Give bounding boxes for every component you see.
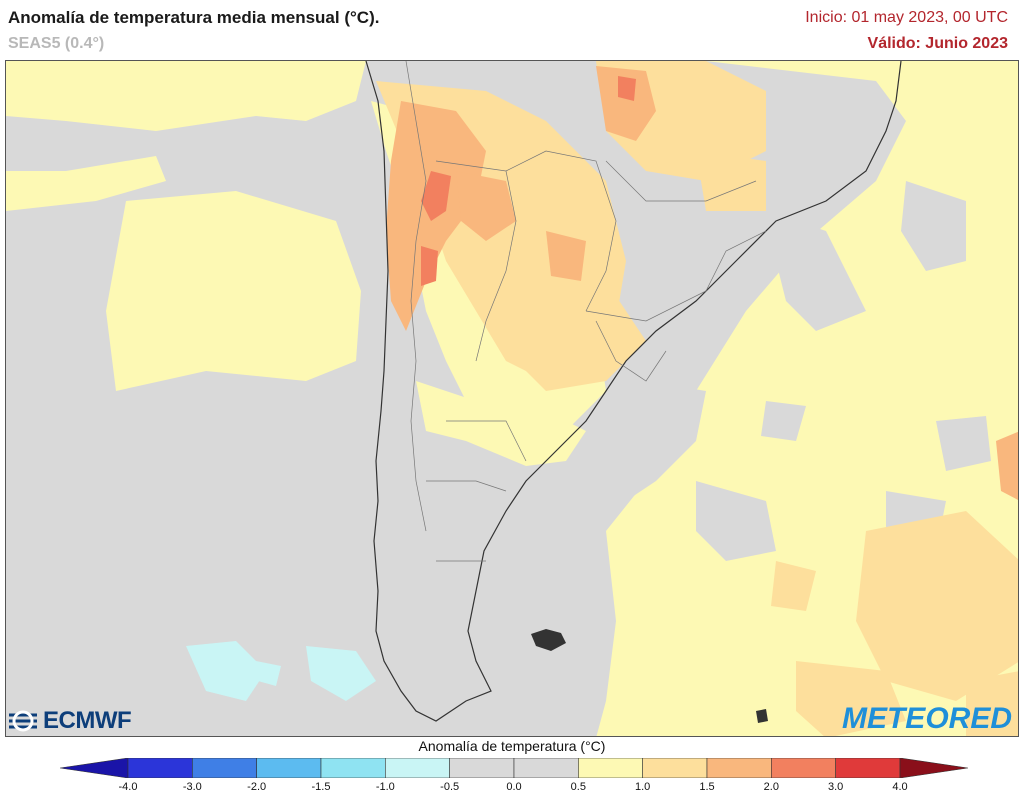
ecmwf-logo: ECMWF xyxy=(6,706,132,736)
islands xyxy=(531,629,768,723)
colorbar-tick-label: -1.5 xyxy=(311,781,331,793)
colorbar-segment xyxy=(127,758,193,778)
colorbar-tick-label: 1.0 xyxy=(635,781,651,793)
colorbar-tick-label: -0.5 xyxy=(440,781,460,793)
colorbar-segment xyxy=(771,758,836,778)
anomaly-2-0-region xyxy=(421,76,636,286)
colorbar-segment xyxy=(642,758,708,778)
anomaly-neg-0-5-region xyxy=(186,641,376,701)
legend-title: Anomalía de temperatura (°C) xyxy=(418,738,606,754)
colorbar-tick-label: -1.0 xyxy=(375,781,395,793)
coastline xyxy=(365,61,902,722)
colorbar-segment xyxy=(835,758,901,778)
colorbar-tick-label: 3.0 xyxy=(828,781,844,793)
colorbar-segment xyxy=(256,758,322,778)
colorbar-tick-label: 0.5 xyxy=(570,781,586,793)
anomaly-map xyxy=(5,60,1019,737)
meteored-logo: METEORED xyxy=(841,702,1012,735)
colorbar-tick-label: 2.0 xyxy=(763,781,779,793)
valid-period: Válido: Junio 2023 xyxy=(867,35,1008,52)
map-title: Anomalía de temperatura media mensual (°… xyxy=(8,8,380,27)
colorbar-segment xyxy=(513,758,579,778)
colorbar xyxy=(60,758,968,778)
colorbar-ticks: -4.0 -3.0 -2.0 -1.5 -1.0 -0.5 0.0 0.5 1.0 1.5 2.0 3… xyxy=(0,781,1024,797)
colorbar-tick-label: 1.5 xyxy=(699,781,715,793)
colorbar-segment xyxy=(706,758,772,778)
colorbar-tick-label: 4.0 xyxy=(892,781,908,793)
header: Anomalía de temperatura media mensual (°… xyxy=(0,0,1024,60)
colorbar-tick-label: -3.0 xyxy=(182,781,202,793)
borders xyxy=(405,61,767,562)
colorbar-segment xyxy=(578,758,643,778)
colorbar-segment xyxy=(385,758,450,778)
colorbar-high-end xyxy=(899,758,968,778)
colorbar-tick-label: -4.0 xyxy=(118,781,138,793)
init-date: Inicio: 01 may 2023, 00 UTC xyxy=(805,9,1008,26)
model-subtitle: SEAS5 (0.4°) xyxy=(8,35,105,52)
colorbar-segment xyxy=(320,758,386,778)
map-canvas xyxy=(6,61,1018,736)
colorbar-segment xyxy=(449,758,515,778)
colorbar-tick-label: -2.0 xyxy=(247,781,267,793)
colorbar-segment xyxy=(192,758,257,778)
colorbar-low-end xyxy=(60,758,129,778)
colorbar-tick-label: 0.0 xyxy=(506,781,522,793)
ecmwf-mark-icon xyxy=(9,710,37,732)
ecmwf-logo-text: ECMWF xyxy=(43,707,132,734)
